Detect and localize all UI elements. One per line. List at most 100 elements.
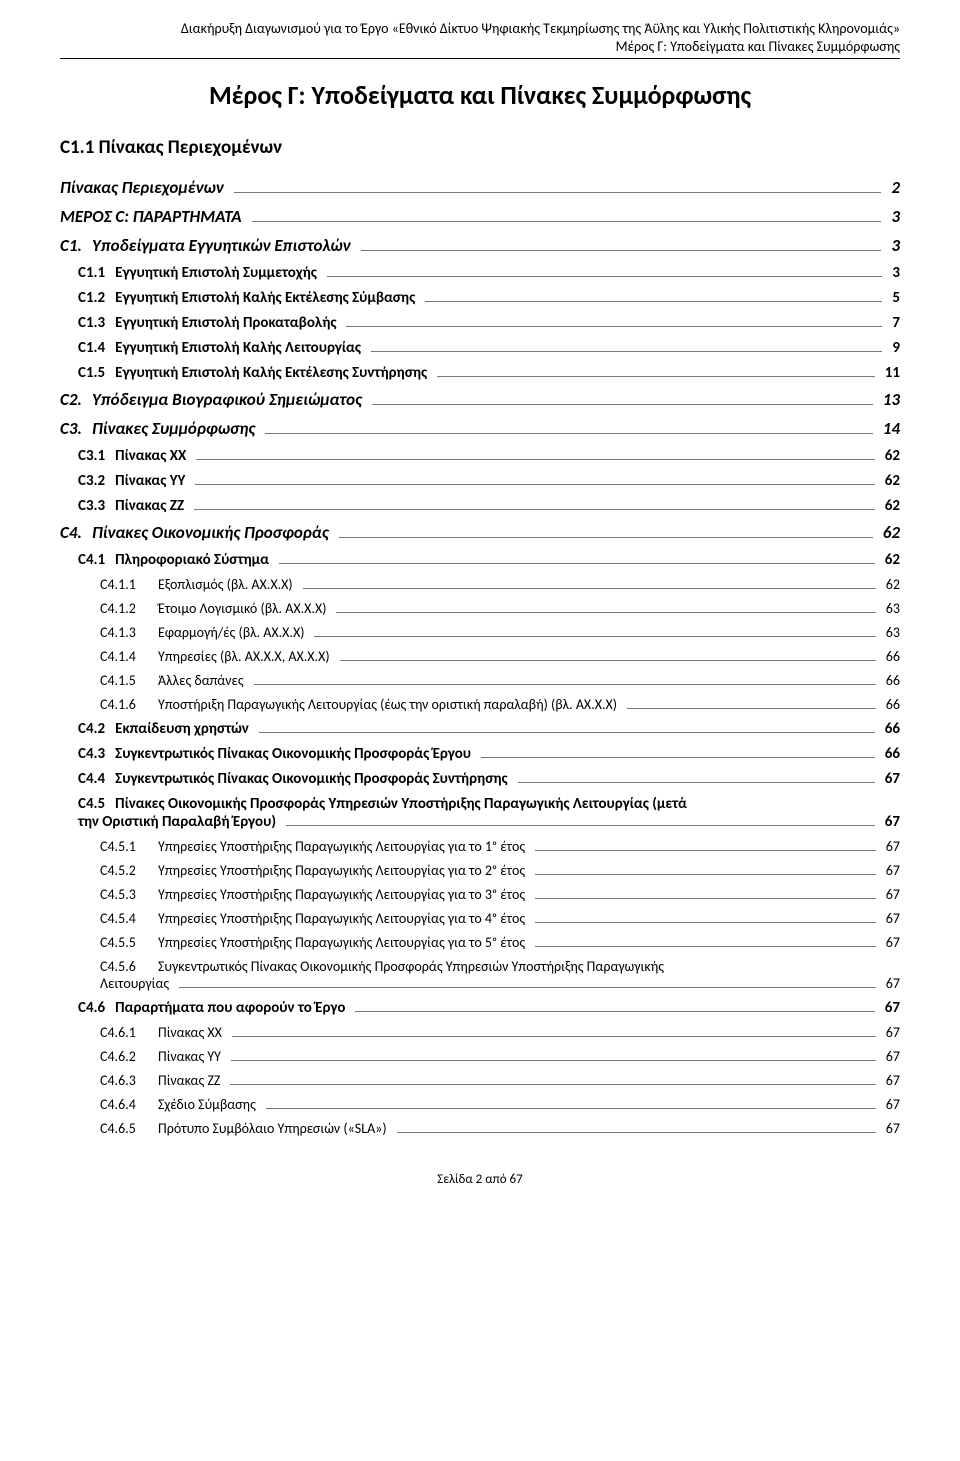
toc-leader [259, 732, 875, 733]
toc-entry: C1.1Εγγυητική Επιστολή Συμμετοχής3 [60, 264, 900, 282]
toc-label: Πίνακας ΥΥ [115, 472, 191, 490]
toc-label: Πίνακας Περιεχομένων [60, 177, 230, 198]
toc-number: C4.1.1 [100, 576, 158, 593]
toc-entry: C4.5.3Υπηρεσίες Υποστήριξης Παραγωγικής … [60, 886, 900, 903]
toc-label: Παραρτήματα που αφορούν το Έργο [115, 999, 351, 1017]
toc-entry: C1.2Εγγυητική Επιστολή Καλής Εκτέλεσης Σ… [60, 289, 900, 307]
toc-entry: C4.5.6Συγκεντρωτικός Πίνακας Οικονομικής… [60, 958, 900, 992]
toc-page: 66 [880, 696, 900, 713]
toc-leader [314, 636, 875, 637]
toc-label: Υποστήριξη Παραγωγικής Λειτουργίας (έως … [158, 696, 623, 713]
toc-leader [346, 326, 882, 327]
toc-entry: C4.Πίνακες Οικονομικής Προσφοράς62 [60, 522, 900, 543]
section-heading: C1.1 Πίνακας Περιεχομένων [60, 136, 900, 159]
toc-number: C1. [60, 235, 92, 256]
toc-entry: C1.4Εγγυητική Επιστολή Καλής Λειτουργίας… [60, 339, 900, 357]
toc-label: Εγγυητική Επιστολή Καλής Λειτουργίας [115, 339, 367, 357]
toc-page: 2 [885, 177, 900, 198]
toc-page: 67 [879, 770, 900, 788]
toc-label: Έτοιμο Λογισμικό (βλ. ΑΧ.Χ.Χ) [158, 600, 332, 617]
toc-page: 67 [880, 1048, 900, 1065]
toc-entry: C4.5.1Υπηρεσίες Υποστήριξης Παραγωγικής … [60, 838, 900, 855]
toc-leader [535, 922, 876, 923]
toc-page: 67 [879, 999, 900, 1017]
toc-label: Πίνακες Οικονομικής Προσφοράς Υπηρεσιών … [115, 795, 900, 813]
toc-page: 67 [880, 1120, 900, 1137]
toc-page: 62 [879, 551, 900, 569]
toc-number: C1.1 [78, 264, 115, 282]
toc-leader [265, 433, 873, 434]
toc-leader [355, 1011, 874, 1012]
toc-label: Πίνακας ΖΖ [115, 497, 190, 515]
toc-entry: C4.6.3Πίνακας ΖΖ67 [60, 1072, 900, 1089]
toc-leader [231, 1060, 876, 1061]
toc-label: Συγκεντρωτικός Πίνακας Οικονομικής Προσφ… [158, 958, 900, 975]
toc-page: 63 [880, 624, 900, 641]
toc-number: C3.2 [78, 472, 115, 490]
toc-leader [535, 898, 876, 899]
toc-page: 66 [880, 672, 900, 689]
toc-number: C4.6.5 [100, 1120, 158, 1137]
toc-entry: C4.5.2Υπηρεσίες Υποστήριξης Παραγωγικής … [60, 862, 900, 879]
toc-leader [340, 660, 876, 661]
toc-page: 67 [879, 813, 900, 831]
toc-leader [535, 874, 876, 875]
toc-entry: C4.5Πίνακες Οικονομικής Προσφοράς Υπηρεσ… [60, 795, 900, 831]
toc-page: 67 [880, 975, 900, 992]
toc-label: την Οριστική Παραλαβή Έργου) [78, 813, 282, 831]
toc-page: 62 [880, 576, 900, 593]
page-header: Διακήρυξη Διαγωνισμού για το Έργο «Εθνικ… [60, 20, 900, 56]
toc-number: C3.1 [78, 447, 115, 465]
toc-number: C4.5.2 [100, 862, 158, 879]
toc-entry: C4.1.4Υπηρεσίες (βλ. ΑΧ.Χ.Χ, ΑΧ.Χ.Χ)66 [60, 648, 900, 665]
toc-entry: ΜΕΡΟΣ C: ΠΑΡΑΡΤΗΜΑΤΑ 3 [60, 206, 900, 227]
toc-page: 9 [886, 339, 900, 357]
toc-page: 3 [885, 206, 900, 227]
toc-entry: C4.1.6Υποστήριξη Παραγωγικής Λειτουργίας… [60, 696, 900, 713]
toc-leader [361, 250, 882, 251]
toc-page: 67 [880, 862, 900, 879]
toc-entry: C4.6.5Πρότυπο Συμβόλαιο Υπηρεσιών («SLA»… [60, 1120, 900, 1137]
toc-label: Πληροφοριακό Σύστημα [115, 551, 275, 569]
toc-entry: C3.3Πίνακας ΖΖ62 [60, 497, 900, 515]
toc-entry: C2.Υπόδειγμα Βιογραφικού Σημειώματος13 [60, 389, 900, 410]
toc-label: Πίνακες Συμμόρφωσης [92, 418, 261, 439]
toc-entry: C1.5Εγγυητική Επιστολή Καλής Εκτέλεσης Σ… [60, 364, 900, 382]
toc-number: C4.6 [78, 999, 115, 1017]
toc-label: Υποδείγματα Εγγυητικών Επιστολών [92, 235, 357, 256]
toc-label: ΜΕΡΟΣ C: ΠΑΡΑΡΤΗΜΑΤΑ [60, 206, 248, 227]
toc-label: Υπηρεσίες Υποστήριξης Παραγωγικής Λειτου… [158, 862, 531, 879]
toc-entry: C4.1.1Εξοπλισμός (βλ. ΑΧ.Χ.Χ)62 [60, 576, 900, 593]
toc-entry: C4.6.1Πίνακας ΧΧ67 [60, 1024, 900, 1041]
header-line-2: Μέρος Γ: Υποδείγματα και Πίνακες Συμμόρφ… [60, 38, 900, 56]
page-title: Μέρος Γ: Υποδείγματα και Πίνακες Συμμόρφ… [60, 79, 900, 111]
toc-page: 67 [880, 1096, 900, 1113]
toc-label: Πίνακας ΧΧ [115, 447, 192, 465]
header-line-1: Διακήρυξη Διαγωνισμού για το Έργο «Εθνικ… [60, 20, 900, 38]
toc-label: Υπόδειγμα Βιογραφικού Σημειώματος [92, 389, 368, 410]
toc-number: C4.6.4 [100, 1096, 158, 1113]
toc-label: Εγγυητική Επιστολή Προκαταβολής [115, 314, 342, 332]
toc-leader [232, 1036, 876, 1037]
toc-entry: C4.4Συγκεντρωτικός Πίνακας Οικονομικής Π… [60, 770, 900, 788]
toc-leader [397, 1132, 876, 1133]
toc-page: 14 [877, 418, 900, 439]
toc-label: Συγκεντρωτικός Πίνακας Οικονομικής Προσφ… [115, 770, 513, 788]
toc-leader [279, 563, 875, 564]
toc-leader [425, 301, 882, 302]
toc-page: 62 [879, 447, 900, 465]
toc-label: Εγγυητική Επιστολή Συμμετοχής [115, 264, 323, 282]
toc-page: 67 [880, 1072, 900, 1089]
toc-entry: C1.3Εγγυητική Επιστολή Προκαταβολής7 [60, 314, 900, 332]
toc-leader [195, 484, 874, 485]
toc-leader [254, 684, 876, 685]
toc-leader [234, 192, 882, 193]
toc-number: C4.5.3 [100, 886, 158, 903]
toc-entry: C4.1.5Άλλες δαπάνες66 [60, 672, 900, 689]
toc-leader [196, 459, 875, 460]
toc-number: C4.2 [78, 720, 115, 738]
toc-page: 62 [879, 497, 900, 515]
toc-leader [535, 946, 876, 947]
toc-page: 11 [879, 364, 900, 382]
toc-number: C4.1.6 [100, 696, 158, 713]
